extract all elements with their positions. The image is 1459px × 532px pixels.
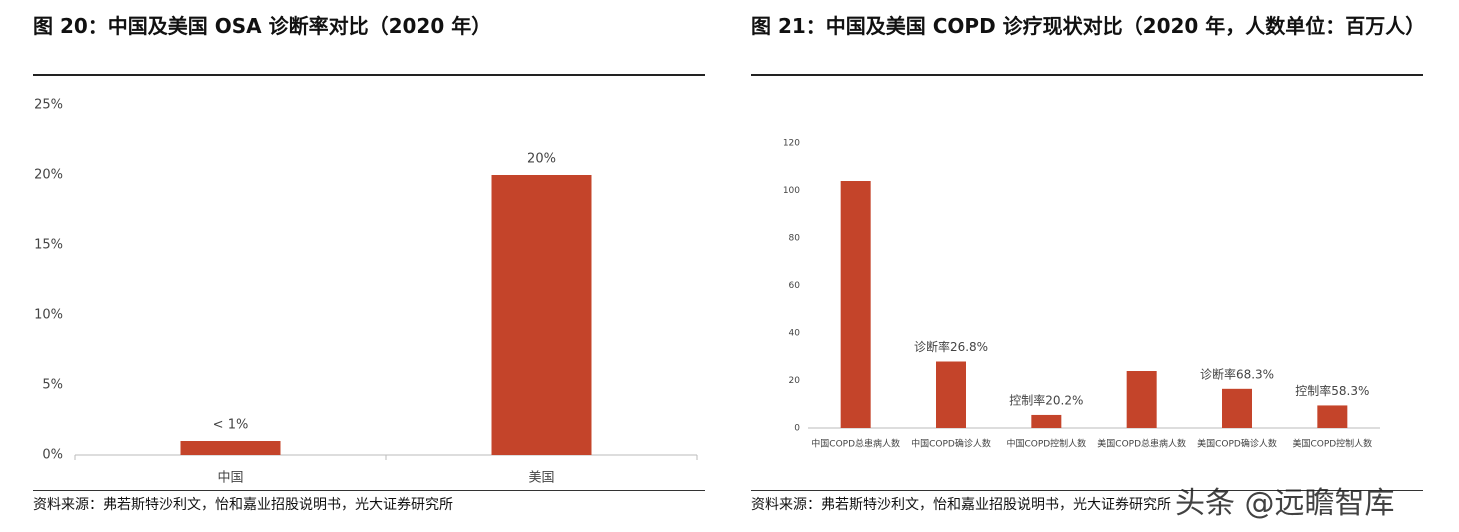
source: 资料来源：弗若斯特沙利文，怡和嘉业招股说明书，光大证券研究所 [751,490,1423,514]
bar [1031,414,1062,428]
y-tick-label: 0 [794,424,800,434]
annotation: 控制率58.3% [1295,383,1369,398]
y-tick-label: 120 [783,139,800,149]
annotation: 诊断率26.8% [914,339,988,354]
y-tick-label: 10% [34,308,63,323]
y-tick-label: 20 [789,376,801,386]
x-tick-label: 中国COPD总患病人数 [811,438,900,450]
x-tick-label: 美国COPD确诊人数 [1197,438,1277,450]
y-tick-label: 0% [42,448,63,463]
y-tick-label: 25% [34,98,63,113]
bar [936,361,966,428]
y-tick-label: 15% [34,238,63,253]
bar [840,181,871,428]
bar [1222,388,1252,428]
y-tick-label: 20% [34,168,63,183]
y-tick-label: 80 [789,234,801,244]
source: 资料来源：弗若斯特沙利文，怡和嘉业招股说明书，光大证券研究所 [33,490,705,514]
y-tick-label: 100 [783,186,800,196]
x-tick-label: 中国COPD确诊人数 [911,438,991,450]
y-tick-label: 60 [789,281,801,291]
y-tick-label: 5% [42,378,63,393]
x-tick-label: 中国COPD控制人数 [1006,438,1086,450]
watermark: 头条 @远瞻智库 [1175,486,1395,521]
bar [1126,371,1157,428]
title-rule [751,74,1423,76]
y-tick-label: 40 [789,329,801,339]
x-tick-label: 美国COPD控制人数 [1292,438,1372,450]
bar [180,441,281,455]
annotation: 诊断率68.3% [1200,366,1274,381]
annotation: 控制率20.2% [1009,392,1083,407]
value-label: 20% [527,152,556,167]
x-tick-label: 中国 [217,471,243,486]
bar [1317,405,1348,428]
chart-title: 图 21：中国及美国 COPD 诊疗现状对比（2020 年，人数单位：百万人） [751,14,1426,38]
chart-title: 图 20：中国及美国 OSA 诊断率对比（2020 年） [33,14,492,38]
x-tick-label: 美国COPD总患病人数 [1097,438,1186,450]
title-rule [33,74,705,76]
bar [491,175,592,455]
value-label: < 1% [213,418,249,433]
x-tick-label: 美国 [528,471,554,486]
